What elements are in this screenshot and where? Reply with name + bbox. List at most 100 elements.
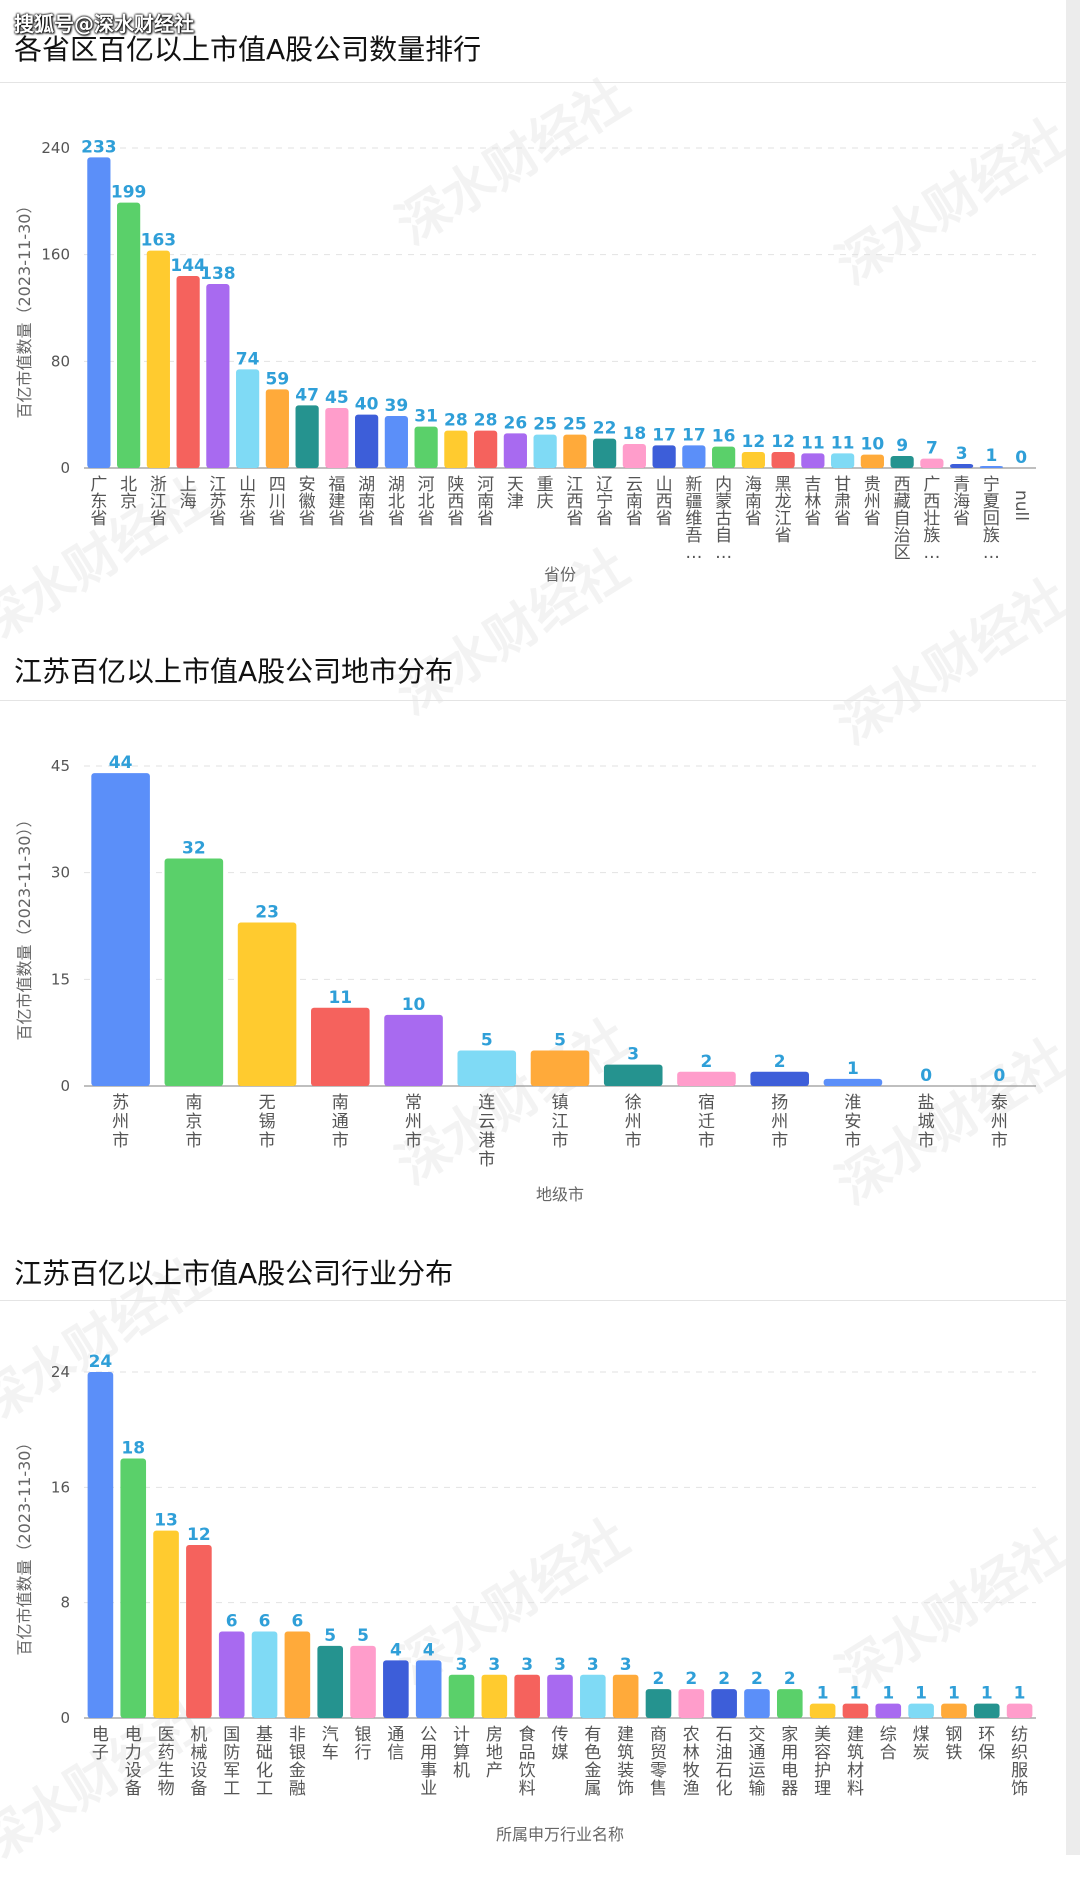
x-axis-title: 所属申万行业名称: [496, 1825, 624, 1844]
bar: [744, 1689, 770, 1718]
x-tick-label: 扬州市: [771, 1093, 788, 1151]
x-tick-label: 云南省: [626, 475, 643, 529]
x-tick-label: 汽车: [322, 1725, 339, 1763]
data-label: 2: [774, 1052, 786, 1072]
data-label: 25: [533, 415, 557, 435]
x-tick-label: 医药生物: [158, 1725, 175, 1799]
x-tick-label: 苏州市: [112, 1093, 129, 1151]
bar: [860, 454, 884, 468]
bar: [146, 250, 170, 468]
x-tick-label: 钢铁: [945, 1725, 962, 1763]
data-label: 3: [554, 1655, 566, 1675]
bar: [265, 389, 289, 468]
x-tick-label: 煤炭: [913, 1725, 930, 1763]
x-tick-label: 海南省: [745, 475, 762, 529]
bar: [481, 1674, 508, 1718]
x-tick-label: 安徽省: [299, 475, 316, 529]
x-tick-label: 浙江省: [150, 475, 167, 529]
bar: [284, 1631, 311, 1718]
data-label: 10: [861, 435, 885, 455]
data-label: 25: [563, 415, 587, 435]
bar: [652, 445, 676, 468]
x-tick-label: 无锡市: [259, 1093, 276, 1151]
x-tick-label: 上海: [180, 475, 197, 512]
bar: [384, 416, 408, 468]
scrollbar[interactable]: [1066, 0, 1080, 1855]
x-tick-label: 通信: [387, 1725, 404, 1763]
bar: [712, 446, 736, 468]
bar: [622, 444, 646, 468]
x-tick-label: 辽宁省: [596, 475, 613, 529]
bar: [87, 1372, 114, 1718]
x-tick-label: 有色金属: [584, 1725, 601, 1799]
bar: [325, 408, 349, 468]
bar: [206, 284, 230, 468]
bar: [842, 1703, 869, 1718]
x-tick-label: 山西省: [656, 475, 673, 529]
x-tick-label: 南京市: [185, 1093, 202, 1151]
y-tick-label: 45: [51, 757, 70, 775]
x-tick-label: 盐城市: [918, 1093, 935, 1151]
data-label: 11: [831, 433, 855, 453]
data-label: 5: [324, 1626, 336, 1646]
data-label: 24: [89, 1352, 113, 1372]
bar: [355, 414, 379, 468]
bar: [350, 1645, 376, 1718]
data-label: 3: [627, 1045, 639, 1065]
data-label: 3: [488, 1655, 500, 1675]
chart1-title: 各省区百亿以上市值A股公司数量排行: [14, 33, 482, 66]
bar: [771, 452, 795, 468]
data-label: 28: [444, 411, 468, 431]
bar: [414, 426, 438, 468]
data-label: 39: [385, 396, 409, 416]
bar: [750, 1071, 809, 1086]
chart2-title: 江苏百亿以上市值A股公司地市分布: [14, 655, 454, 688]
x-tick-label: 重庆: [537, 475, 554, 512]
bar: [563, 434, 587, 468]
data-label: 12: [742, 432, 766, 452]
data-label: 6: [259, 1612, 271, 1632]
x-tick-label: 吉林省: [804, 475, 821, 529]
x-tick-label: 美容护理: [814, 1725, 831, 1799]
x-tick-label: 石油石化: [716, 1725, 733, 1799]
x-axis-title: 地级市: [536, 1185, 584, 1204]
x-tick-label: 公用事业: [420, 1725, 437, 1799]
x-tick-label: 西藏自治区: [894, 475, 911, 563]
bar: [973, 1703, 1000, 1718]
data-label: 11: [328, 988, 352, 1008]
bar: [87, 157, 111, 468]
data-label: 1: [1014, 1684, 1026, 1704]
province-bar-chart: 240160800百亿市值数量（2023-11-30）省份233广东省199北京…: [15, 137, 1036, 584]
industry-bar-chart: 241680百亿市值数量（2023-11-30）所属申万行业名称24电子18电力…: [15, 1352, 1036, 1844]
bar: [677, 1071, 736, 1086]
x-tick-label: 福建省: [328, 475, 345, 529]
x-tick-label: 机械设备: [190, 1725, 207, 1799]
data-label: 3: [620, 1655, 632, 1675]
data-label: 0: [920, 1066, 932, 1086]
bar: [164, 858, 224, 1086]
data-label: 10: [402, 995, 426, 1015]
bar: [809, 1703, 836, 1718]
bar: [741, 452, 765, 468]
source-watermark: 搜狐号@深水财经社: [14, 12, 194, 36]
bar: [831, 453, 855, 468]
data-label: 18: [121, 1439, 145, 1459]
data-label: 17: [682, 425, 706, 445]
bar: [682, 445, 706, 468]
data-label: 47: [295, 385, 319, 405]
x-tick-label: 广西壮族…: [923, 475, 940, 563]
bar: [547, 1674, 573, 1718]
data-label: 2: [701, 1052, 713, 1072]
y-tick-label: 16: [51, 1478, 70, 1496]
data-label: 1: [882, 1684, 894, 1704]
data-label: 12: [187, 1525, 211, 1545]
bar: [603, 1064, 663, 1086]
x-tick-label: 宿迁市: [698, 1093, 715, 1151]
bar: [120, 1458, 147, 1718]
data-label: 5: [554, 1030, 566, 1050]
bar: [117, 202, 141, 468]
data-label: 28: [474, 411, 498, 431]
data-label: 2: [653, 1669, 665, 1689]
x-tick-label: 淮安市: [844, 1093, 861, 1151]
data-label: 9: [896, 436, 908, 456]
